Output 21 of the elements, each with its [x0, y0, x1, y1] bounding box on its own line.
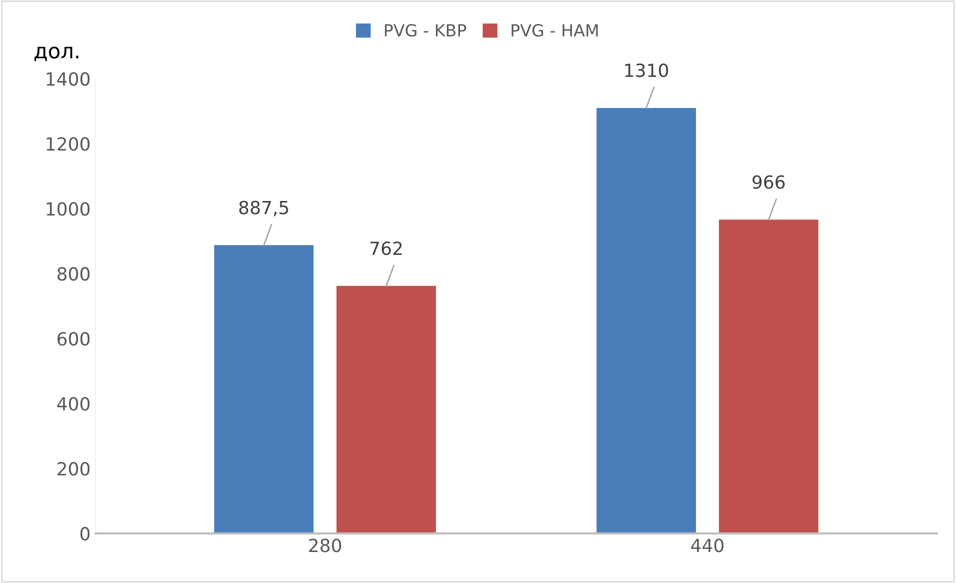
- x-tick-label: 440: [691, 538, 724, 552]
- legend-label: PVG - HAM: [512, 24, 598, 37]
- data-label: 887,5: [239, 200, 288, 216]
- data-label: 1310: [625, 64, 668, 78]
- bar: [596, 108, 696, 534]
- y-tick-label: 200: [58, 462, 90, 476]
- bar: [214, 245, 314, 534]
- y-tick-label: 800: [58, 267, 90, 281]
- bar: [336, 286, 436, 534]
- y-tick-label: 1200: [46, 137, 90, 151]
- legend-label: PVG - KBP: [384, 24, 466, 37]
- y-tick-label: 1000: [46, 202, 90, 216]
- bar: [718, 220, 818, 534]
- y-tick-label: 1400: [46, 72, 90, 86]
- y-tick-label: 0: [80, 526, 90, 541]
- y-tick-label: 400: [57, 396, 90, 411]
- data-label: 762: [370, 241, 402, 256]
- x-tick-label: 280: [309, 538, 342, 552]
- y-axis-title: дол.: [34, 46, 78, 62]
- y-tick-label: 600: [58, 332, 90, 346]
- data-label: 966: [752, 175, 785, 189]
